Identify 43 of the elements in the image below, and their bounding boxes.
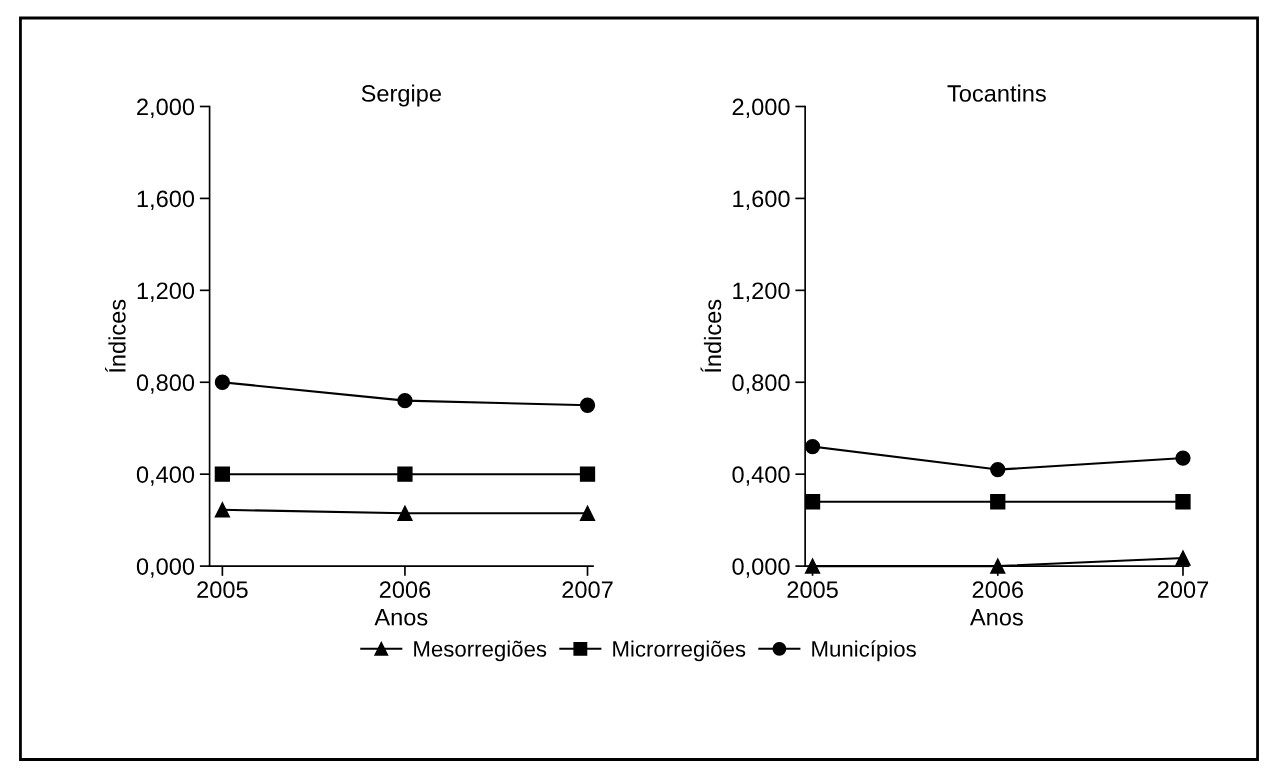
y-tick-label: 1,600 [137, 190, 195, 210]
chart-title: Tocantins [947, 84, 1046, 102]
x-axis-title: Anos [969, 609, 1023, 626]
y-tick-label: 0,800 [136, 374, 195, 394]
x-tick-label: 2007 [1157, 581, 1209, 599]
y-tick-label: 1,600 [733, 190, 790, 210]
point [1175, 450, 1191, 466]
point [214, 502, 231, 518]
point [579, 505, 596, 521]
point [214, 466, 231, 482]
legend-label: Mesorregiões [414, 640, 547, 662]
legend-label: Microrregiões [613, 640, 746, 662]
point [579, 397, 596, 413]
x-tick-label: 2007 [562, 581, 613, 599]
y-axis-title: Índices [700, 299, 722, 373]
y-tick-label: 0,800 [732, 374, 790, 394]
point [990, 558, 1006, 574]
point [990, 461, 1006, 478]
point [397, 393, 413, 409]
y-tick-label: 0,400 [732, 466, 790, 486]
x-tick-label: 2006 [379, 581, 431, 599]
y-tick-label: 0,000 [136, 558, 195, 578]
point [804, 438, 821, 455]
chart-title: Sergipe [361, 84, 441, 107]
point [579, 466, 596, 482]
point [397, 505, 413, 521]
point [1175, 494, 1191, 510]
y-tick-label: 1,200 [137, 282, 195, 302]
y-tick-label: 0,000 [732, 558, 790, 578]
y-axis-title: Índices [105, 299, 126, 373]
point [397, 466, 413, 482]
x-tick-label: 2006 [972, 581, 1023, 599]
y-tick-label: 2,000 [137, 98, 195, 119]
point [990, 494, 1006, 510]
point [804, 494, 821, 510]
y-tick-label: 0,400 [136, 466, 195, 486]
x-tick-label: 2005 [197, 581, 248, 599]
legend-label: Municípios [812, 640, 916, 662]
y-tick-label: 1,200 [733, 282, 790, 302]
x-axis-title: Anos [374, 609, 428, 626]
point [214, 374, 231, 390]
x-tick-label: 2005 [787, 581, 838, 599]
y-tick-label: 2,000 [732, 98, 790, 119]
